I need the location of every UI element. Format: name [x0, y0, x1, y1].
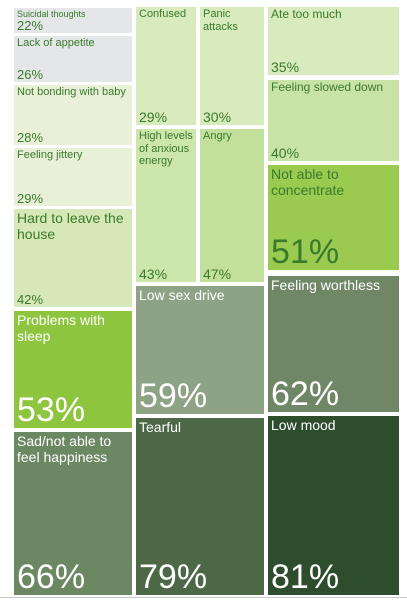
- tile-value: 66%: [17, 558, 86, 595]
- tile-sad-not-able-to-feel-happiness: Sad/not able to feel happiness 66%: [14, 432, 132, 595]
- tile-value: 40%: [271, 145, 300, 161]
- tile-low-mood: Low mood 81%: [268, 416, 399, 595]
- tile-suicidal-thoughts: Suicidal thoughts 22%: [14, 8, 132, 33]
- tile-label: Not able to concentrate: [271, 166, 345, 199]
- tile-label: Not bonding with baby: [17, 86, 126, 98]
- tile-value: 47%: [203, 266, 232, 282]
- tile-label: Suicidal thoughts: [17, 9, 86, 19]
- tile-value: 28%: [17, 130, 44, 145]
- tile-angry: Angry 47%: [200, 129, 264, 282]
- tile-confused: Confused 29%: [136, 7, 196, 125]
- tile-lack-of-appetite: Lack of appetite 26%: [14, 36, 132, 82]
- tile-feeling-jittery: Feeling jittery 29%: [14, 148, 132, 206]
- tile-feeling-worthless: Feeling worthless 62%: [268, 276, 399, 412]
- bottom-rule: [0, 597, 407, 598]
- tile-value: 35%: [271, 59, 300, 75]
- tile-label: Lack of appetite: [17, 37, 95, 49]
- tile-not-able-to-concentrate: Not able to concentrate 51%: [268, 165, 399, 270]
- tile-value: 42%: [17, 292, 44, 307]
- tile-label: Hard to leave the house: [17, 210, 124, 243]
- tile-label: Confused: [139, 8, 187, 20]
- tile-value: 79%: [139, 558, 208, 595]
- tile-ate-too-much: Ate too much 35%: [268, 7, 399, 75]
- tile-label: High levels of anxious energy: [139, 130, 193, 168]
- tile-label: Angry: [203, 130, 232, 142]
- tile-panic-attacks: Panic attacks 30%: [200, 7, 264, 125]
- tile-feeling-slowed-down: Feeling slowed down 40%: [268, 80, 399, 161]
- tile-label: Sad/not able to feel happiness: [17, 433, 112, 466]
- tile-value: 29%: [17, 191, 44, 206]
- tile-value: 53%: [17, 391, 86, 428]
- tile-value: 81%: [271, 558, 340, 595]
- tile-value: 30%: [203, 109, 232, 125]
- tile-value: 62%: [271, 375, 340, 412]
- tile-tearful: Tearful 79%: [136, 418, 264, 595]
- tile-value: 26%: [17, 67, 44, 82]
- tile-value: 59%: [139, 377, 208, 414]
- tile-value: 43%: [139, 266, 168, 282]
- tile-label: Low mood: [271, 417, 336, 433]
- tile-hard-to-leave-the-house: Hard to leave the house 42%: [14, 209, 132, 307]
- tile-label: Feeling worthless: [271, 277, 380, 293]
- tile-low-sex-drive: Low sex drive 59%: [136, 286, 264, 414]
- tile-label: Panic attacks: [203, 8, 238, 33]
- tile-value: 29%: [139, 109, 168, 125]
- tile-value: 22%: [17, 18, 44, 33]
- tile-label: Feeling jittery: [17, 149, 83, 161]
- tile-value: 51%: [271, 233, 340, 270]
- tile-problems-with-sleep: Problems with sleep 53%: [14, 311, 132, 428]
- tile-label: Ate too much: [271, 7, 342, 21]
- tile-not-bonding-with-baby: Not bonding with baby 28%: [14, 85, 132, 145]
- tile-label: Low sex drive: [139, 287, 225, 303]
- tile-label: Tearful: [139, 419, 182, 435]
- tile-label: Feeling slowed down: [271, 80, 384, 94]
- tile-label: Problems with sleep: [17, 312, 105, 345]
- tile-high-levels-of-anxious-energy: High levels of anxious energy 43%: [136, 129, 196, 282]
